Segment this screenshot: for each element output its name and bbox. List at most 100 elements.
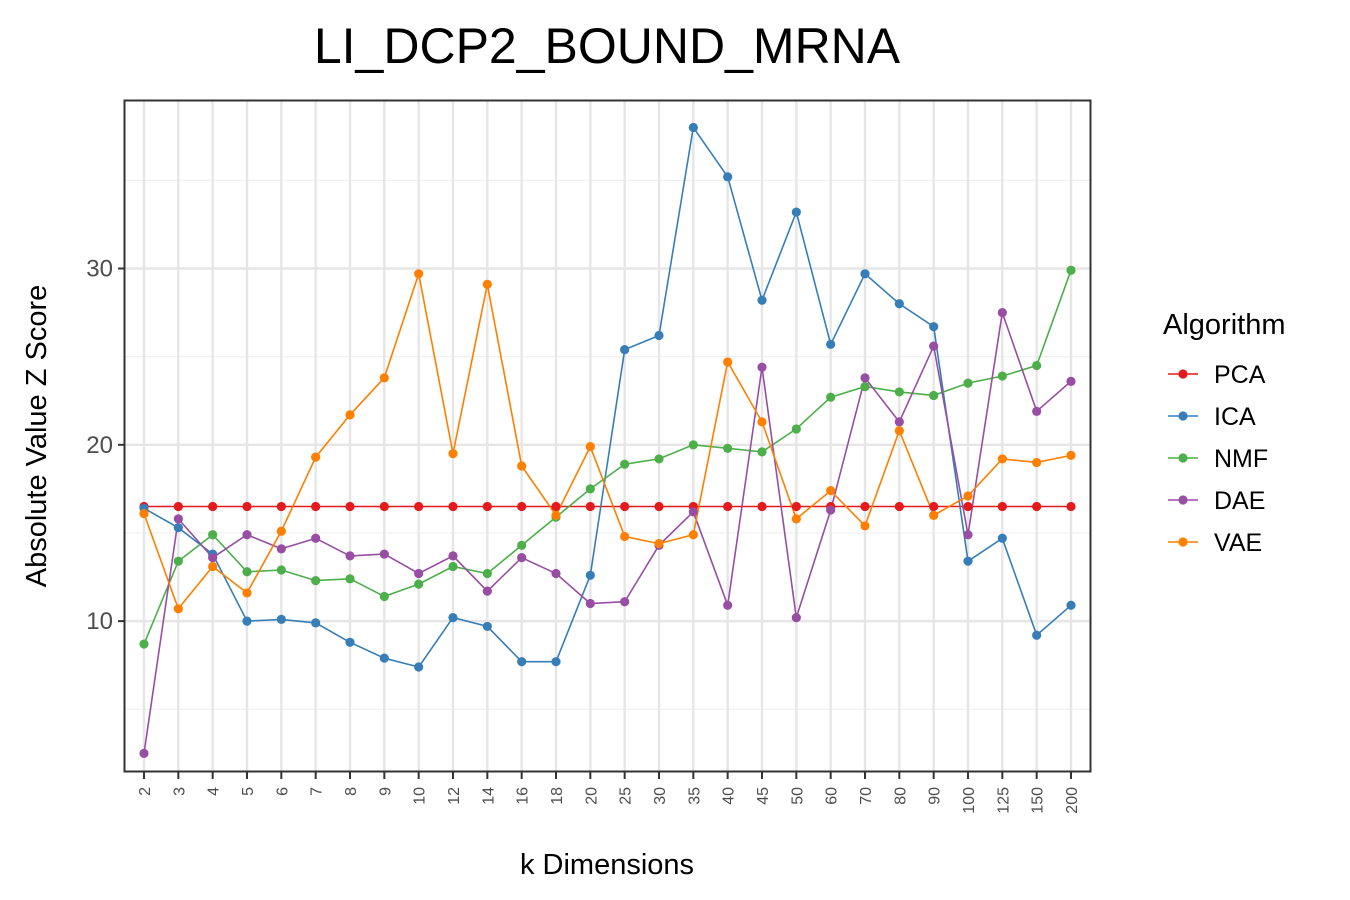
x-tick-label: 4 xyxy=(206,787,223,796)
x-tick-label: 45 xyxy=(755,787,772,805)
data-point-nmf xyxy=(620,459,630,469)
y-tick-label: 20 xyxy=(86,432,113,459)
data-point-dae xyxy=(448,551,458,561)
data-point-dae xyxy=(688,507,698,517)
legend-key-point-ica xyxy=(1178,411,1188,421)
series-line-vae xyxy=(143,270,1072,611)
x-tick-label: 3 xyxy=(171,787,188,796)
data-point-dae xyxy=(208,553,218,563)
data-point-pca xyxy=(791,501,801,512)
x-tick-label: 12 xyxy=(446,787,463,805)
x-tick-label: 90 xyxy=(927,787,944,805)
data-point-vae xyxy=(963,491,973,501)
data-point-nmf xyxy=(757,447,767,457)
data-point-ica xyxy=(242,616,252,626)
data-point-pca xyxy=(311,501,321,512)
data-point-nmf xyxy=(1032,360,1042,371)
data-point-ica xyxy=(1032,630,1042,640)
data-point-nmf xyxy=(482,568,492,579)
x-axis: 2 3 4 5 6 7 8 9 10 12 14 16 18 20 25 30 35 40 45 50 60 70 80 90… xyxy=(137,771,1081,814)
data-point-dae xyxy=(242,530,252,540)
data-point-pca xyxy=(723,501,733,512)
data-point-vae xyxy=(345,410,355,420)
data-point-ica xyxy=(551,657,561,667)
data-point-ica xyxy=(276,614,286,624)
y-tick-label: 10 xyxy=(86,608,113,635)
data-point-pca xyxy=(620,501,630,512)
data-point-nmf xyxy=(1066,265,1076,275)
data-point-ica xyxy=(379,653,389,663)
data-point-dae xyxy=(894,417,904,427)
data-point-vae xyxy=(997,454,1007,464)
data-point-dae xyxy=(139,748,149,758)
x-tick-label: 125 xyxy=(995,787,1012,814)
data-point-nmf xyxy=(414,579,424,589)
data-point-pca xyxy=(757,501,767,512)
data-point-ica xyxy=(1066,600,1076,610)
data-point-vae xyxy=(654,538,664,549)
legend-key-point-pca xyxy=(1178,369,1188,379)
y-tick-label: 30 xyxy=(86,256,113,283)
data-point-vae xyxy=(173,604,183,614)
data-point-nmf xyxy=(585,484,595,494)
x-tick-label: 40 xyxy=(721,787,738,805)
data-point-dae xyxy=(860,373,870,383)
data-point-vae xyxy=(139,508,149,519)
data-point-ica xyxy=(414,662,424,672)
x-axis-title: k Dimensions xyxy=(520,849,694,881)
data-point-vae xyxy=(723,357,733,367)
x-tick-label: 16 xyxy=(515,787,532,805)
grid-minor xyxy=(125,179,1090,710)
data-point-ica xyxy=(723,172,733,182)
data-point-vae xyxy=(276,526,286,536)
data-point-dae xyxy=(1066,376,1076,386)
x-tick-label: 100 xyxy=(961,787,978,814)
data-point-vae xyxy=(791,514,801,524)
data-point-ica xyxy=(311,618,321,628)
data-point-vae xyxy=(208,561,218,572)
x-tick-label: 6 xyxy=(274,787,291,796)
data-point-vae xyxy=(860,521,870,531)
data-point-pca xyxy=(448,501,458,512)
legend-label-vae: VAE xyxy=(1214,529,1262,557)
data-point-dae xyxy=(929,341,939,351)
data-point-nmf xyxy=(929,390,939,401)
plot-panel-border xyxy=(123,99,1092,773)
data-point-dae xyxy=(826,505,836,515)
x-tick-label: 5 xyxy=(240,787,257,796)
data-point-dae xyxy=(757,362,767,372)
data-point-vae xyxy=(585,441,595,452)
legend-label-ica: ICA xyxy=(1214,403,1256,431)
data-point-vae xyxy=(688,530,698,540)
x-tick-label: 200 xyxy=(1064,787,1081,814)
data-point-nmf xyxy=(242,567,252,577)
data-point-ica xyxy=(345,637,355,647)
data-point-nmf xyxy=(345,574,355,584)
data-point-pca xyxy=(276,501,286,512)
data-point-dae xyxy=(379,549,389,559)
data-point-ica xyxy=(482,621,492,632)
data-point-pca xyxy=(894,501,904,512)
data-point-dae xyxy=(791,613,801,623)
data-point-dae xyxy=(517,553,527,563)
data-point-pca xyxy=(517,501,527,512)
legend-key-point-nmf xyxy=(1178,453,1188,463)
data-point-dae xyxy=(585,598,595,609)
data-point-ica xyxy=(860,269,870,279)
data-point-pca xyxy=(173,501,183,512)
data-point-nmf xyxy=(379,591,389,602)
data-point-vae xyxy=(757,417,767,427)
x-tick-label: 70 xyxy=(858,787,875,805)
data-point-nmf xyxy=(311,575,321,586)
data-point-nmf xyxy=(826,392,836,402)
data-point-ica xyxy=(173,523,183,533)
data-point-vae xyxy=(929,510,939,520)
series-lines xyxy=(143,125,1072,754)
data-point-vae xyxy=(1032,457,1042,468)
series-line-dae xyxy=(143,312,1072,754)
data-point-ica xyxy=(620,345,630,355)
data-point-nmf xyxy=(791,424,801,434)
data-point-nmf xyxy=(276,565,286,575)
data-point-nmf xyxy=(448,561,458,572)
